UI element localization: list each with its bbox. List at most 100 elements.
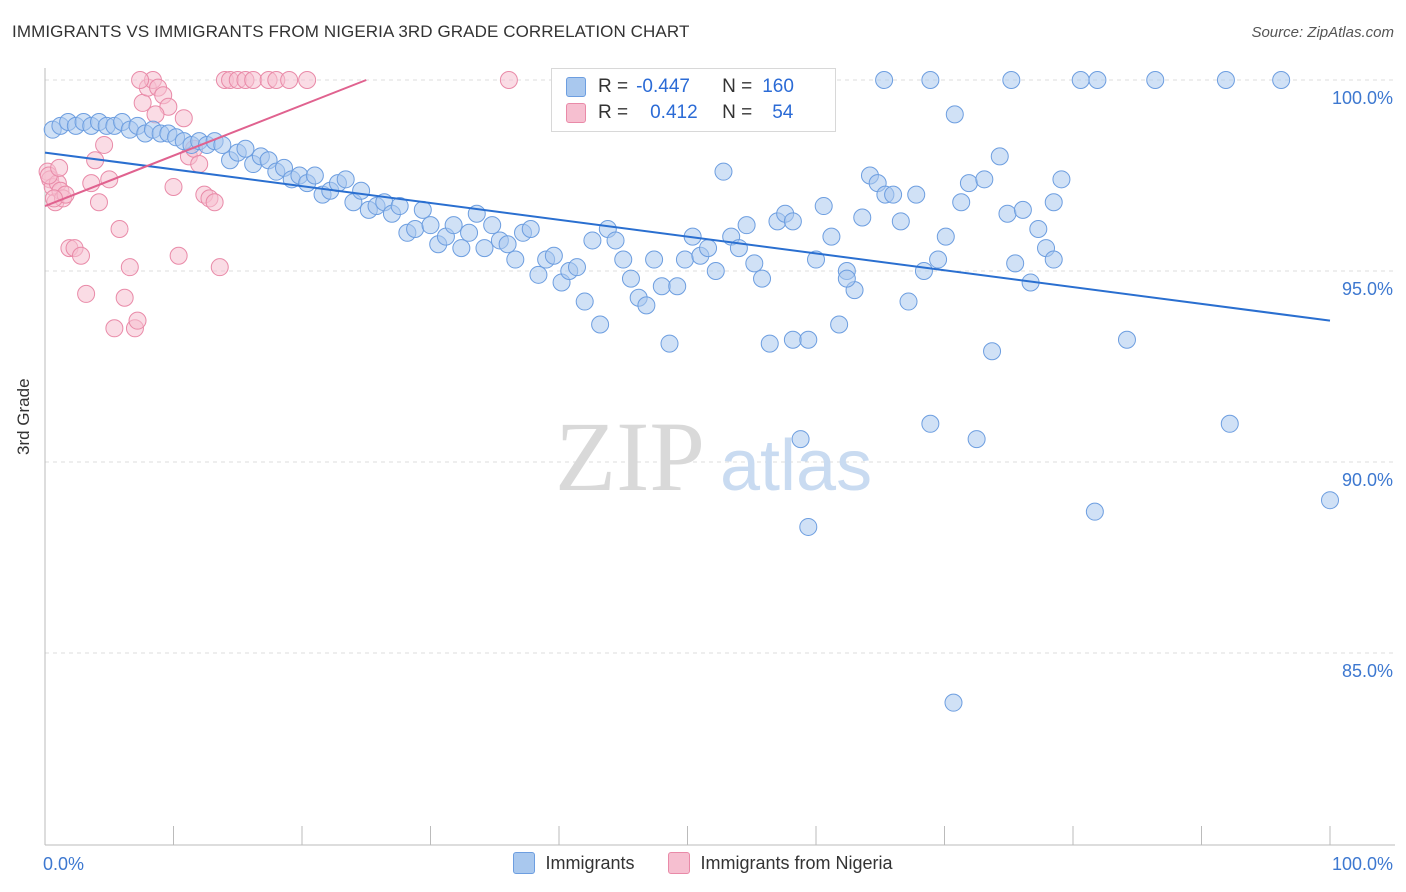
immigrants-point [336,170,355,189]
immigrants-point [884,185,903,204]
immigrants-point [498,235,517,254]
immigrants-point [236,139,255,158]
immigrants-trend-line [44,151,1331,322]
immigrants-point [421,216,440,235]
r-label: R = [598,76,629,97]
source-label: Source: ZipAtlas.com [1251,24,1394,41]
immigrants-point [822,227,841,246]
immigrants-point [1088,71,1107,89]
nigeria-point [174,109,193,128]
correlation-row-nigeria: R = 0.412 N = 54 [566,101,793,125]
x-tick-label: 0.0% [43,854,84,874]
immigrants-point [944,693,963,712]
nigeria-point [499,71,518,89]
immigrants-point [1146,71,1165,89]
immigrants-point [1216,71,1235,89]
legend-item-immigrants: Immigrants [513,852,634,874]
immigrants-point [983,342,1002,361]
nigeria-point [110,219,129,238]
immigrants-point [1029,219,1048,238]
immigrants-point [921,414,940,433]
immigrants-point [452,239,471,258]
immigrants-point [1044,250,1063,269]
nigeria-point [82,174,101,193]
nigeria-point [205,193,224,212]
immigrants-point [614,250,633,269]
immigrants-point [460,223,479,242]
nigeria-point [146,105,165,124]
immigrants-point [998,204,1017,223]
immigrants-point [1002,71,1021,89]
n-label: N = [722,102,753,123]
immigrants-point [413,200,432,219]
immigrants-point [975,170,994,189]
immigrants-point [959,174,978,193]
immigrants-point [475,239,494,258]
immigrants-point [406,219,425,238]
immigrants-point [830,315,849,334]
immigrants-point [1085,502,1104,521]
immigrants-point [745,254,764,273]
nigeria-trend-line [44,79,367,207]
immigrants-point [305,166,324,185]
correlation-row-immigrants: R = -0.447 N = 160 [566,75,794,99]
immigrants-point [390,197,409,216]
immigrants-point [760,334,779,353]
immigrants-point [645,250,664,269]
n-value: 160 [762,76,794,97]
immigrants-point [737,216,756,235]
immigrants-point [544,246,563,265]
nigeria-point [244,71,263,89]
nigeria-point [105,319,124,338]
immigrants-point [521,219,540,238]
immigrants-point [967,430,986,449]
nigeria-point [95,135,114,154]
nigeria-point [115,288,134,307]
immigrants-swatch [566,77,586,97]
nigeria-point [71,246,90,265]
y-tick-label: 100.0% [1332,88,1393,108]
immigrants-point [875,71,894,89]
immigrants-point [814,197,833,216]
immigrants-point [1013,200,1032,219]
immigrants-point [1117,330,1136,349]
x-tick-label: 100.0% [1332,854,1393,874]
immigrants-point [799,330,818,349]
immigrants-point [706,262,725,280]
r-value: -0.447 [636,76,690,97]
series-nigeria-points [38,71,518,338]
immigrants-point [699,239,718,258]
immigrants-point [1272,71,1291,89]
immigrants-point [567,258,586,277]
immigrants-point [753,269,772,288]
bottom-legend: Immigrants Immigrants from Nigeria [0,852,1406,874]
nigeria-point [89,193,108,212]
immigrants-point [990,147,1009,166]
y-tick-label: 95.0% [1342,279,1393,299]
nigeria-point [77,284,96,303]
trend-lines [44,79,1331,322]
immigrants-point [929,250,948,269]
immigrants-point [853,208,872,227]
immigrants-point [483,216,502,235]
immigrants-point [675,250,694,269]
nigeria-point [128,311,147,330]
y-axis-label: 3rd Grade [14,378,33,455]
immigrants-point [668,277,687,296]
immigrants-point [1052,170,1071,189]
immigrants-point [1071,71,1090,89]
immigrants-point [936,227,955,246]
nigeria-point [50,158,69,177]
nigeria-point [120,258,139,277]
axes [44,68,1395,846]
immigrants-point [921,71,940,89]
immigrants-point [637,296,656,315]
y-tick-label: 85.0% [1342,661,1393,681]
nigeria-point [169,246,188,265]
y-tick-label: 90.0% [1342,470,1393,490]
nigeria-point [164,177,183,196]
immigrants-point [1006,254,1025,273]
immigrants-point [1044,193,1063,212]
immigrants-point [783,212,802,231]
immigrants-point [591,315,610,334]
